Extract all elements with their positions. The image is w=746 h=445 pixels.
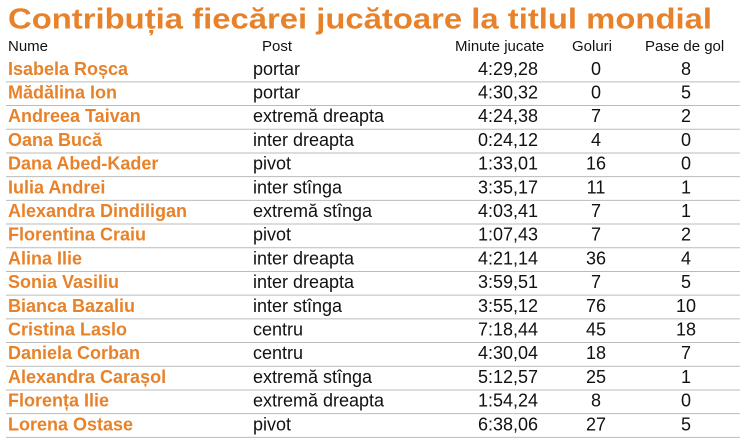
player-name: Bianca Bazaliu xyxy=(8,296,135,316)
table-cell: 5 xyxy=(681,82,691,102)
table-cell: pivot xyxy=(253,225,291,245)
table-cell: 7 xyxy=(681,343,691,363)
table-cell: 7 xyxy=(591,106,601,126)
player-name: Alina Ilie xyxy=(8,248,82,268)
table-cell: pivot xyxy=(253,414,291,434)
table-cell: 4 xyxy=(681,248,691,268)
table-cell: 8 xyxy=(681,59,691,79)
player-name: Iulia Andrei xyxy=(8,177,105,197)
table-cell: 4:21,14 xyxy=(478,248,538,268)
table-cell: portar xyxy=(253,59,300,79)
table-cell: 5 xyxy=(681,414,691,434)
column-header: Nume xyxy=(8,38,48,55)
column-header: Goluri xyxy=(572,38,612,55)
table-cell: inter dreapta xyxy=(253,248,355,268)
table-cell: centru xyxy=(253,319,303,339)
player-name: Alexandra Dindiligan xyxy=(8,201,187,221)
table-cell: extremă dreapta xyxy=(253,391,385,411)
table-cell: 10 xyxy=(676,296,696,316)
table-cell: 4:30,32 xyxy=(478,82,538,102)
table-cell: 7 xyxy=(591,225,601,245)
player-name: Sonia Vasiliu xyxy=(8,272,119,292)
table-cell: pivot xyxy=(253,154,291,174)
table-cell: 18 xyxy=(586,343,606,363)
table-cell: extremă stînga xyxy=(253,201,373,221)
player-name: Andreea Taivan xyxy=(8,106,141,126)
table-cell: 2 xyxy=(681,106,691,126)
table-cell: 6:38,06 xyxy=(478,414,538,434)
column-header: Minute jucate xyxy=(455,38,544,55)
table-cell: 18 xyxy=(676,319,696,339)
table-cell: inter stînga xyxy=(253,177,343,197)
table-cell: 4:03,41 xyxy=(478,201,538,221)
table-cell: 4 xyxy=(591,130,601,150)
table-cell: 0 xyxy=(591,82,601,102)
player-name: Alexandra Carașol xyxy=(8,367,166,387)
table-cell: 0:24,12 xyxy=(478,130,538,150)
table-cell: 25 xyxy=(586,367,606,387)
table-cell: 3:35,17 xyxy=(478,177,538,197)
player-name: Oana Bucă xyxy=(8,130,103,150)
table-cell: extremă stînga xyxy=(253,367,373,387)
table-cell: 76 xyxy=(586,296,606,316)
table-cell: 4:29,28 xyxy=(478,59,538,79)
table-cell: 1:33,01 xyxy=(478,154,538,174)
table-cell: 4:24,38 xyxy=(478,106,538,126)
player-name: Lorena Ostase xyxy=(8,414,133,434)
table-cell: 5 xyxy=(681,272,691,292)
table-cell: 16 xyxy=(586,154,606,174)
table-cell: 3:55,12 xyxy=(478,296,538,316)
table-cell: 11 xyxy=(587,177,606,197)
table-cell: 0 xyxy=(681,130,691,150)
player-name: Isabela Roșca xyxy=(8,59,129,79)
table-cell: portar xyxy=(253,82,300,102)
player-name: Dana Abed-Kader xyxy=(8,154,158,174)
table-cell: 0 xyxy=(681,154,691,174)
table-cell: 0 xyxy=(591,59,601,79)
table-cell: 5:12,57 xyxy=(478,367,538,387)
table-cell: 3:59,51 xyxy=(478,272,538,292)
table-cell: inter dreapta xyxy=(253,130,355,150)
table-cell: 45 xyxy=(586,319,606,339)
player-name: Florentina Craiu xyxy=(8,225,146,245)
table-cell: 8 xyxy=(591,391,601,411)
table-cell: 2 xyxy=(681,225,691,245)
column-header: Post xyxy=(262,38,293,55)
table-cell: 4:30,04 xyxy=(478,343,538,363)
table-cell: 36 xyxy=(586,248,606,268)
title: Contribuția fiecărei jucătoare la titlul… xyxy=(8,4,712,36)
table-cell: 27 xyxy=(586,414,606,434)
table-cell: 1 xyxy=(681,201,691,221)
column-header: Pase de gol xyxy=(645,38,724,55)
table-cell: 7 xyxy=(591,272,601,292)
table-cell: inter dreapta xyxy=(253,272,355,292)
table-cell: 7 xyxy=(591,201,601,221)
table-cell: 1 xyxy=(681,367,691,387)
table-cell: centru xyxy=(253,343,303,363)
table-cell: 7:18,44 xyxy=(478,319,538,339)
table-cell: 1 xyxy=(681,177,691,197)
table-cell: 1:07,43 xyxy=(478,225,538,245)
player-name: Florența Ilie xyxy=(8,391,109,411)
table-cell: 0 xyxy=(681,391,691,411)
table-cell: 1:54,24 xyxy=(478,391,538,411)
player-name: Cristina Laslo xyxy=(8,319,127,339)
player-name: Daniela Corban xyxy=(8,343,140,363)
table-cell: inter stînga xyxy=(253,296,343,316)
player-name: Mădălina Ion xyxy=(8,82,117,102)
table-cell: extremă dreapta xyxy=(253,106,385,126)
